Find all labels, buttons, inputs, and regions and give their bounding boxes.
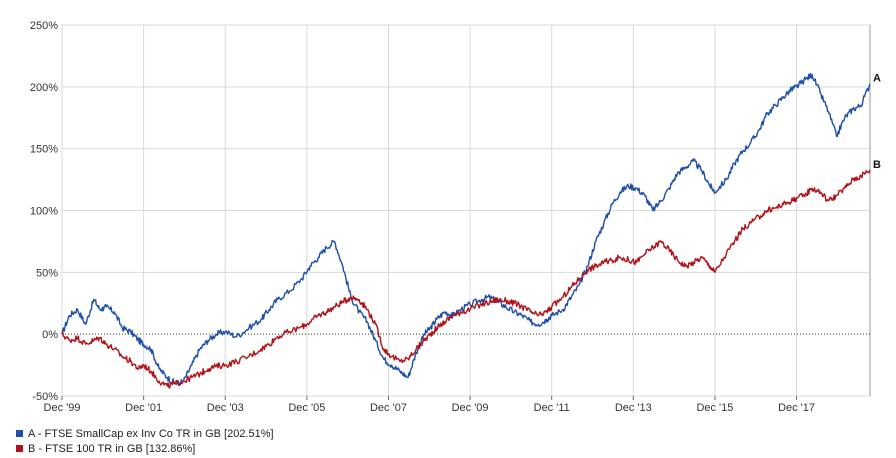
- y-tick-label: 0%: [42, 329, 58, 341]
- x-tick-label: Dec '17: [778, 402, 815, 414]
- end-labels: AB: [873, 73, 881, 171]
- legend-item-a: A - FTSE SmallCap ex Inv Co TR in GB [20…: [16, 426, 274, 441]
- legend-item-b: B - FTSE 100 TR in GB [132.86%]: [16, 441, 274, 456]
- legend: A - FTSE SmallCap ex Inv Co TR in GB [20…: [16, 426, 274, 456]
- legend-swatch-a: [16, 430, 23, 437]
- x-tick-label: Dec '07: [370, 402, 407, 414]
- series-line-a: [61, 72, 871, 386]
- legend-label-a: A - FTSE SmallCap ex Inv Co TR in GB [20…: [28, 427, 274, 440]
- y-tick-label: 150%: [30, 144, 58, 156]
- x-tick-label: Dec '11: [534, 402, 570, 414]
- y-tick-label: 100%: [30, 206, 58, 218]
- series-lines: [61, 72, 871, 389]
- x-tick-label: Dec '13: [615, 402, 652, 414]
- y-axis-ticks: 250% 200% 150% 100% 50% 0% -50%: [30, 20, 58, 403]
- x-tick-label: Dec '15: [696, 402, 733, 414]
- x-tick-label: Dec '01: [125, 402, 162, 414]
- x-tick-label: Dec '03: [207, 402, 244, 414]
- y-tick-label: 250%: [30, 20, 58, 32]
- gridlines: [61, 24, 871, 397]
- legend-label-b: B - FTSE 100 TR in GB [132.86%]: [28, 442, 196, 455]
- y-tick-label: 50%: [36, 267, 58, 279]
- x-axis-ticks: Dec '99 Dec '01 Dec '03 Dec '05 Dec '07 Dec '…: [44, 396, 815, 414]
- x-tick-label: Dec '05: [288, 402, 325, 414]
- end-label-a: A: [873, 73, 881, 85]
- x-tick-label: Dec '09: [452, 402, 489, 414]
- y-tick-label: -50%: [32, 391, 58, 403]
- y-tick-label: 200%: [30, 82, 58, 94]
- legend-swatch-b: [16, 445, 23, 452]
- x-tick-label: Dec '99: [44, 402, 81, 414]
- end-label-b: B: [873, 159, 881, 171]
- series-line-b: [61, 169, 871, 389]
